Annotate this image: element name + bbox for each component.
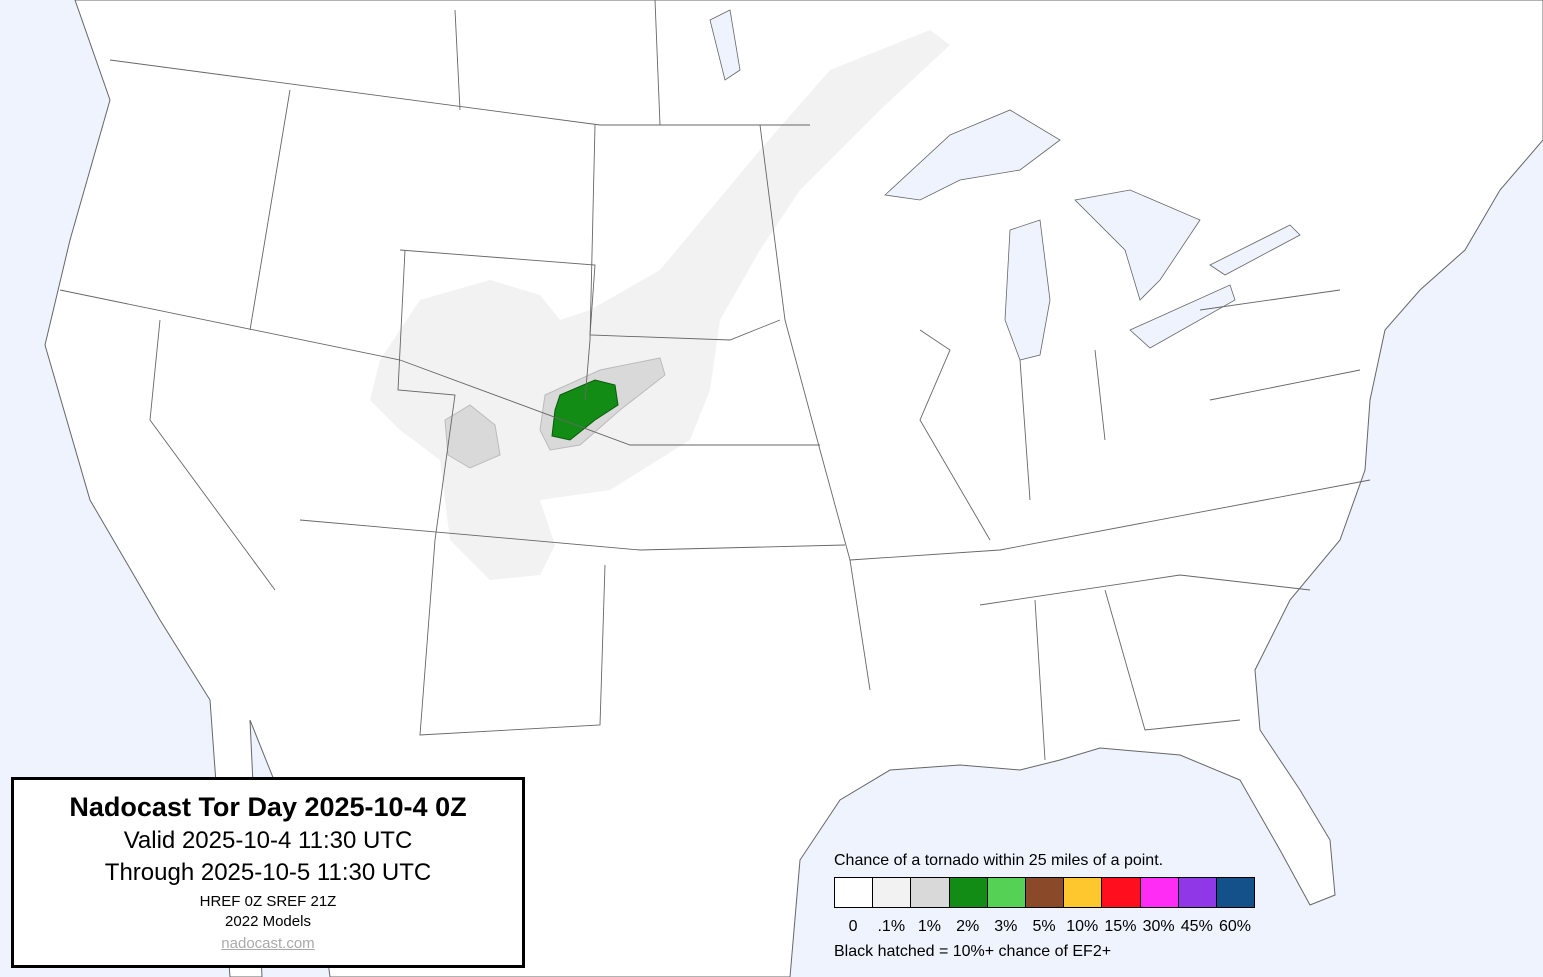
legend-label: 0 (848, 918, 858, 935)
legend-label: 45% (1180, 918, 1213, 935)
legend-label: 30% (1142, 918, 1175, 935)
map-title: Nadocast Tor Day 2025-10-4 0Z (69, 792, 467, 822)
legend-swatch (1178, 878, 1217, 907)
legend-label: 2% (956, 918, 980, 935)
legend-swatch (911, 878, 950, 907)
legend-swatch (1216, 878, 1255, 907)
legend-label: 5% (1032, 918, 1056, 935)
prob-contours (370, 30, 950, 580)
legend-label: 3% (994, 918, 1018, 935)
legend-swatch (1102, 878, 1141, 907)
legend-label: .1% (877, 918, 906, 935)
nadocast-link[interactable]: nadocast.com (221, 935, 315, 952)
legend-swatch (873, 878, 912, 907)
through-time: Through 2025-10-5 11:30 UTC (104, 859, 432, 886)
legend-swatch (1064, 878, 1103, 907)
legend-swatch (1140, 878, 1179, 907)
model-version: 2022 Models (225, 913, 311, 930)
model-runs: HREF 0Z SREF 21Z (199, 893, 337, 910)
title-box: Nadocast Tor Day 2025-10-4 0Z Valid 2025… (11, 777, 525, 968)
legend: Chance of a tornado within 25 miles of a… (834, 852, 1255, 961)
legend-label: 1% (917, 918, 942, 935)
legend-swatch (987, 878, 1026, 907)
legend-labels: 0 .1% 1% 2% 3% 5% 10% 15% 30% 45% 60% (834, 918, 1255, 936)
prob-0.1-area (370, 30, 950, 580)
legend-swatches (834, 877, 1255, 908)
legend-label: 15% (1104, 918, 1137, 935)
legend-swatch (835, 878, 874, 907)
legend-label: 60% (1218, 918, 1251, 935)
prob-1-area (444, 404, 501, 469)
valid-time: Valid 2025-10-4 11:30 UTC (123, 827, 413, 854)
legend-label: 10% (1066, 918, 1099, 935)
prob-2-area (551, 379, 619, 441)
legend-caption: Chance of a tornado within 25 miles of a… (834, 852, 1164, 869)
great-lakes (709, 9, 1301, 361)
legend-note: Black hatched = 10%+ chance of EF2+ (834, 943, 1112, 960)
legend-swatch (1025, 878, 1065, 907)
state-borders (59, 0, 1371, 761)
legend-swatch (949, 878, 988, 907)
